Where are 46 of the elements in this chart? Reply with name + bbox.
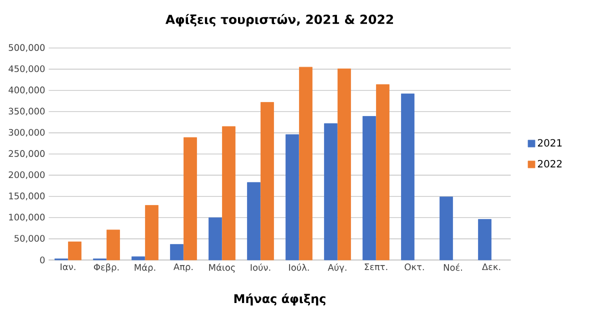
y-tick-label: 450,000	[8, 65, 45, 74]
bar	[132, 256, 145, 260]
x-tick-label: Ιούλ.	[289, 264, 309, 271]
bar	[260, 102, 274, 260]
bar	[401, 94, 414, 260]
x-tick-label: Αύγ.	[328, 264, 346, 273]
x-tick-label: Ιαν.	[60, 264, 76, 270]
bar	[247, 182, 260, 260]
x-tick-label: Απρ.	[174, 264, 193, 272]
y-tick-label: 350,000	[8, 108, 45, 116]
bar	[324, 123, 338, 260]
bar	[208, 217, 222, 260]
bar	[106, 230, 120, 260]
y-tick-label: 400,000	[8, 86, 45, 94]
x-tick-label: Νοέ.	[444, 264, 462, 271]
x-tick-label: Μάρ.	[134, 264, 156, 273]
bar	[362, 116, 376, 260]
x-tick-label: Δεκ.	[482, 264, 500, 270]
x-axis-title: Μήνας άφιξης	[234, 293, 326, 306]
bar	[338, 68, 351, 260]
legend-label: 2021	[538, 139, 562, 147]
bar	[376, 84, 390, 260]
y-tick-label: 0	[40, 256, 45, 264]
y-tick-label: 100,000	[9, 214, 45, 222]
bar	[145, 205, 158, 260]
bar	[68, 242, 82, 260]
bar	[184, 137, 197, 260]
x-tick-label: Οκτ.	[404, 264, 424, 270]
bar	[299, 66, 312, 260]
y-tick-label: 250,000	[8, 150, 45, 158]
bar	[478, 219, 492, 260]
bar	[440, 196, 453, 260]
legend-label: 2022	[538, 160, 562, 168]
bar	[286, 134, 299, 260]
chart-title: Αφίξεις τουριστών, 2021 & 2022	[166, 14, 394, 27]
x-tick-label: Σεπτ.	[364, 264, 388, 270]
bar	[170, 244, 184, 260]
x-tick-label: Ιούν.	[250, 264, 270, 271]
y-tick-label: 200,000	[8, 171, 45, 180]
y-tick-label: 300,000	[8, 128, 45, 137]
bar	[222, 126, 236, 260]
y-tick-label: 150,000	[9, 192, 45, 200]
x-tick-label: Μάιος	[209, 264, 235, 273]
x-tick-label: Φεβρ.	[94, 264, 119, 272]
y-tick-label: 50,000	[14, 234, 45, 243]
y-tick-label: 500,000	[8, 44, 45, 52]
